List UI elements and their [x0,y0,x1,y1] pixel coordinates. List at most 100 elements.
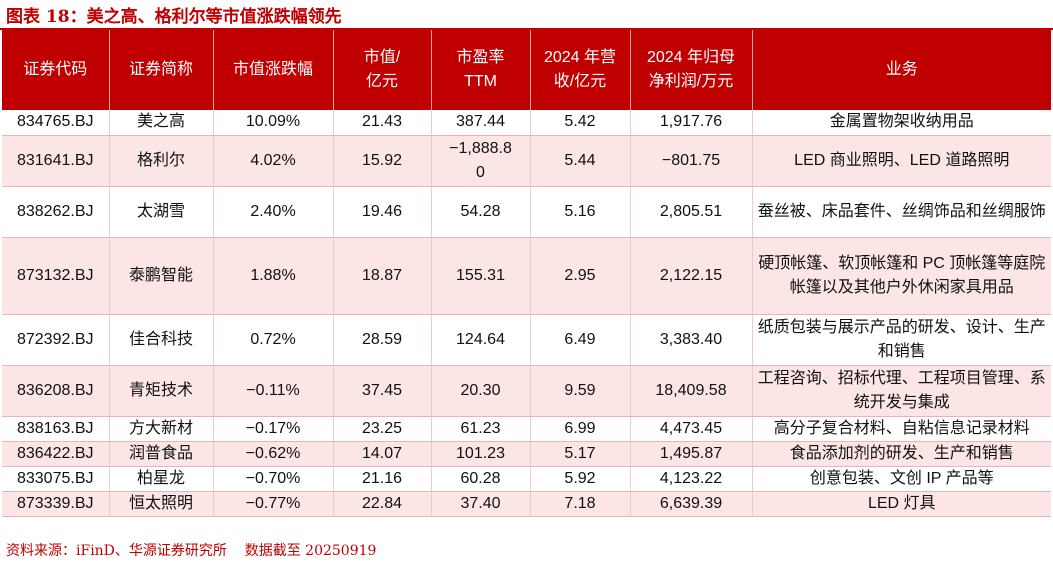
cell-rev: 5.42 [530,110,631,136]
cell-profit: 18,409.58 [630,365,753,417]
cell-name: 方大新材 [109,416,214,442]
cell-profit: 2,122.15 [630,237,753,315]
cell-biz: 蚕丝被、床品套件、丝绸饰品和丝绸服饰 [752,186,1051,238]
cell-code: 838262.BJ [2,186,110,238]
cell-biz: 创意包装、文创 IP 产品等 [752,466,1051,492]
title-divider [0,28,1053,30]
cell-mcap: 14.07 [333,441,432,467]
cell-name: 柏星龙 [109,466,214,492]
cell-name: 佳合科技 [109,314,214,366]
cell-code: 838163.BJ [2,416,110,442]
table-row: 831641.BJ 格利尔 4.02% 15.92 −1,888.80 5.44… [2,135,1051,187]
table-header-row: 证券代码 证券简称 市值涨跌幅 市值/亿元 市盈率 TTM 2024 年营收/亿… [2,30,1051,110]
cell-profit: 3,383.40 [630,314,753,366]
cell-rev: 7.18 [530,491,631,517]
cell-mcap: 21.16 [333,466,432,492]
table-row: 838163.BJ 方大新材 −0.17% 23.25 61.23 6.99 4… [2,416,1051,442]
header-change: 市值涨跌幅 [213,30,334,110]
cell-pe: 101.23 [431,441,531,467]
cell-mcap: 18.87 [333,237,432,315]
cell-rev: 6.49 [530,314,631,366]
cell-mcap: 28.59 [333,314,432,366]
cell-profit: −801.75 [630,135,753,187]
cell-profit: 6,639.39 [630,491,753,517]
cell-rev: 5.92 [530,466,631,492]
table-row: 836422.BJ 润普食品 −0.62% 14.07 101.23 5.17 … [2,441,1051,467]
cell-profit: 1,917.76 [630,110,753,136]
header-rev: 2024 年营收/亿元 [530,30,631,110]
cell-pe: 20.30 [431,365,531,417]
cell-profit: 1,495.87 [630,441,753,467]
table-row: 833075.BJ 柏星龙 −0.70% 21.16 60.28 5.92 4,… [2,466,1051,492]
cell-pe: 60.28 [431,466,531,492]
cell-biz: 金属置物架收纳用品 [752,110,1051,136]
cell-change: 1.88% [213,237,334,315]
header-pe: 市盈率 TTM [431,30,531,110]
cell-rev: 9.59 [530,365,631,417]
cell-pe: 387.44 [431,110,531,136]
table-row: 838262.BJ 太湖雪 2.40% 19.46 54.28 5.16 2,8… [2,186,1051,238]
cell-code: 872392.BJ [2,314,110,366]
cell-mcap: 22.84 [333,491,432,517]
header-code: 证券代码 [2,30,110,110]
cell-pe: 37.40 [431,491,531,517]
cell-change: 2.40% [213,186,334,238]
cell-name: 恒太照明 [109,491,214,517]
cell-code: 834765.BJ [2,110,110,136]
cell-code: 836422.BJ [2,441,110,467]
cell-code: 836208.BJ [2,365,110,417]
header-mcap: 市值/亿元 [333,30,432,110]
table-row: 872392.BJ 佳合科技 0.72% 28.59 124.64 6.49 3… [2,314,1051,366]
cell-change: 10.09% [213,110,334,136]
cell-biz: 高分子复合材料、自粘信息记录材料 [752,416,1051,442]
cell-mcap: 15.92 [333,135,432,187]
source-note: 资料来源：iFinD、华源证券研究所 数据截至 20250919 [6,543,377,559]
header-profit: 2024 年归母净利润/万元 [630,30,753,110]
header-biz: 业务 [752,30,1051,110]
cell-name: 青矩技术 [109,365,214,417]
cell-mcap: 37.45 [333,365,432,417]
table-row: 834765.BJ 美之高 10.09% 21.43 387.44 5.42 1… [2,110,1051,136]
cell-name: 润普食品 [109,441,214,467]
table-row: 836208.BJ 青矩技术 −0.11% 37.45 20.30 9.59 1… [2,365,1051,417]
cell-mcap: 19.46 [333,186,432,238]
cell-mcap: 21.43 [333,110,432,136]
cell-pe: −1,888.80 [431,135,531,187]
figure-title: 图表 18：美之高、格利尔等市值涨跌幅领先 [6,7,342,27]
cell-name: 美之高 [109,110,214,136]
cell-rev: 6.99 [530,416,631,442]
cell-change: −0.62% [213,441,334,467]
cell-name: 泰鹏智能 [109,237,214,315]
cell-name: 太湖雪 [109,186,214,238]
cell-biz: 硬顶帐篷、软顶帐篷和 PC 顶帐篷等庭院帐篷以及其他户外休闲家具用品 [752,237,1051,315]
cell-change: 0.72% [213,314,334,366]
cell-change: −0.11% [213,365,334,417]
cell-code: 833075.BJ [2,466,110,492]
cell-biz: LED 灯具 [752,491,1051,517]
cell-profit: 4,473.45 [630,416,753,442]
cell-pe: 155.31 [431,237,531,315]
cell-mcap: 23.25 [333,416,432,442]
stock-table: 证券代码 证券简称 市值涨跌幅 市值/亿元 市盈率 TTM 2024 年营收/亿… [2,30,1051,517]
cell-rev: 2.95 [530,237,631,315]
cell-rev: 5.17 [530,441,631,467]
cell-change: −0.77% [213,491,334,517]
cell-biz: LED 商业照明、LED 道路照明 [752,135,1051,187]
cell-pe: 124.64 [431,314,531,366]
cell-change: −0.70% [213,466,334,492]
cell-rev: 5.16 [530,186,631,238]
cell-pe: 61.23 [431,416,531,442]
cell-biz: 食品添加剂的研发、生产和销售 [752,441,1051,467]
cell-profit: 2,805.51 [630,186,753,238]
cell-pe: 54.28 [431,186,531,238]
cell-profit: 4,123.22 [630,466,753,492]
cell-code: 831641.BJ [2,135,110,187]
table-row: 873132.BJ 泰鹏智能 1.88% 18.87 155.31 2.95 2… [2,237,1051,315]
cell-biz: 纸质包装与展示产品的研发、设计、生产和销售 [752,314,1051,366]
cell-code: 873132.BJ [2,237,110,315]
cell-change: 4.02% [213,135,334,187]
cell-code: 873339.BJ [2,491,110,517]
cell-biz: 工程咨询、招标代理、工程项目管理、系统开发与集成 [752,365,1051,417]
cell-name: 格利尔 [109,135,214,187]
header-name: 证券简称 [109,30,214,110]
